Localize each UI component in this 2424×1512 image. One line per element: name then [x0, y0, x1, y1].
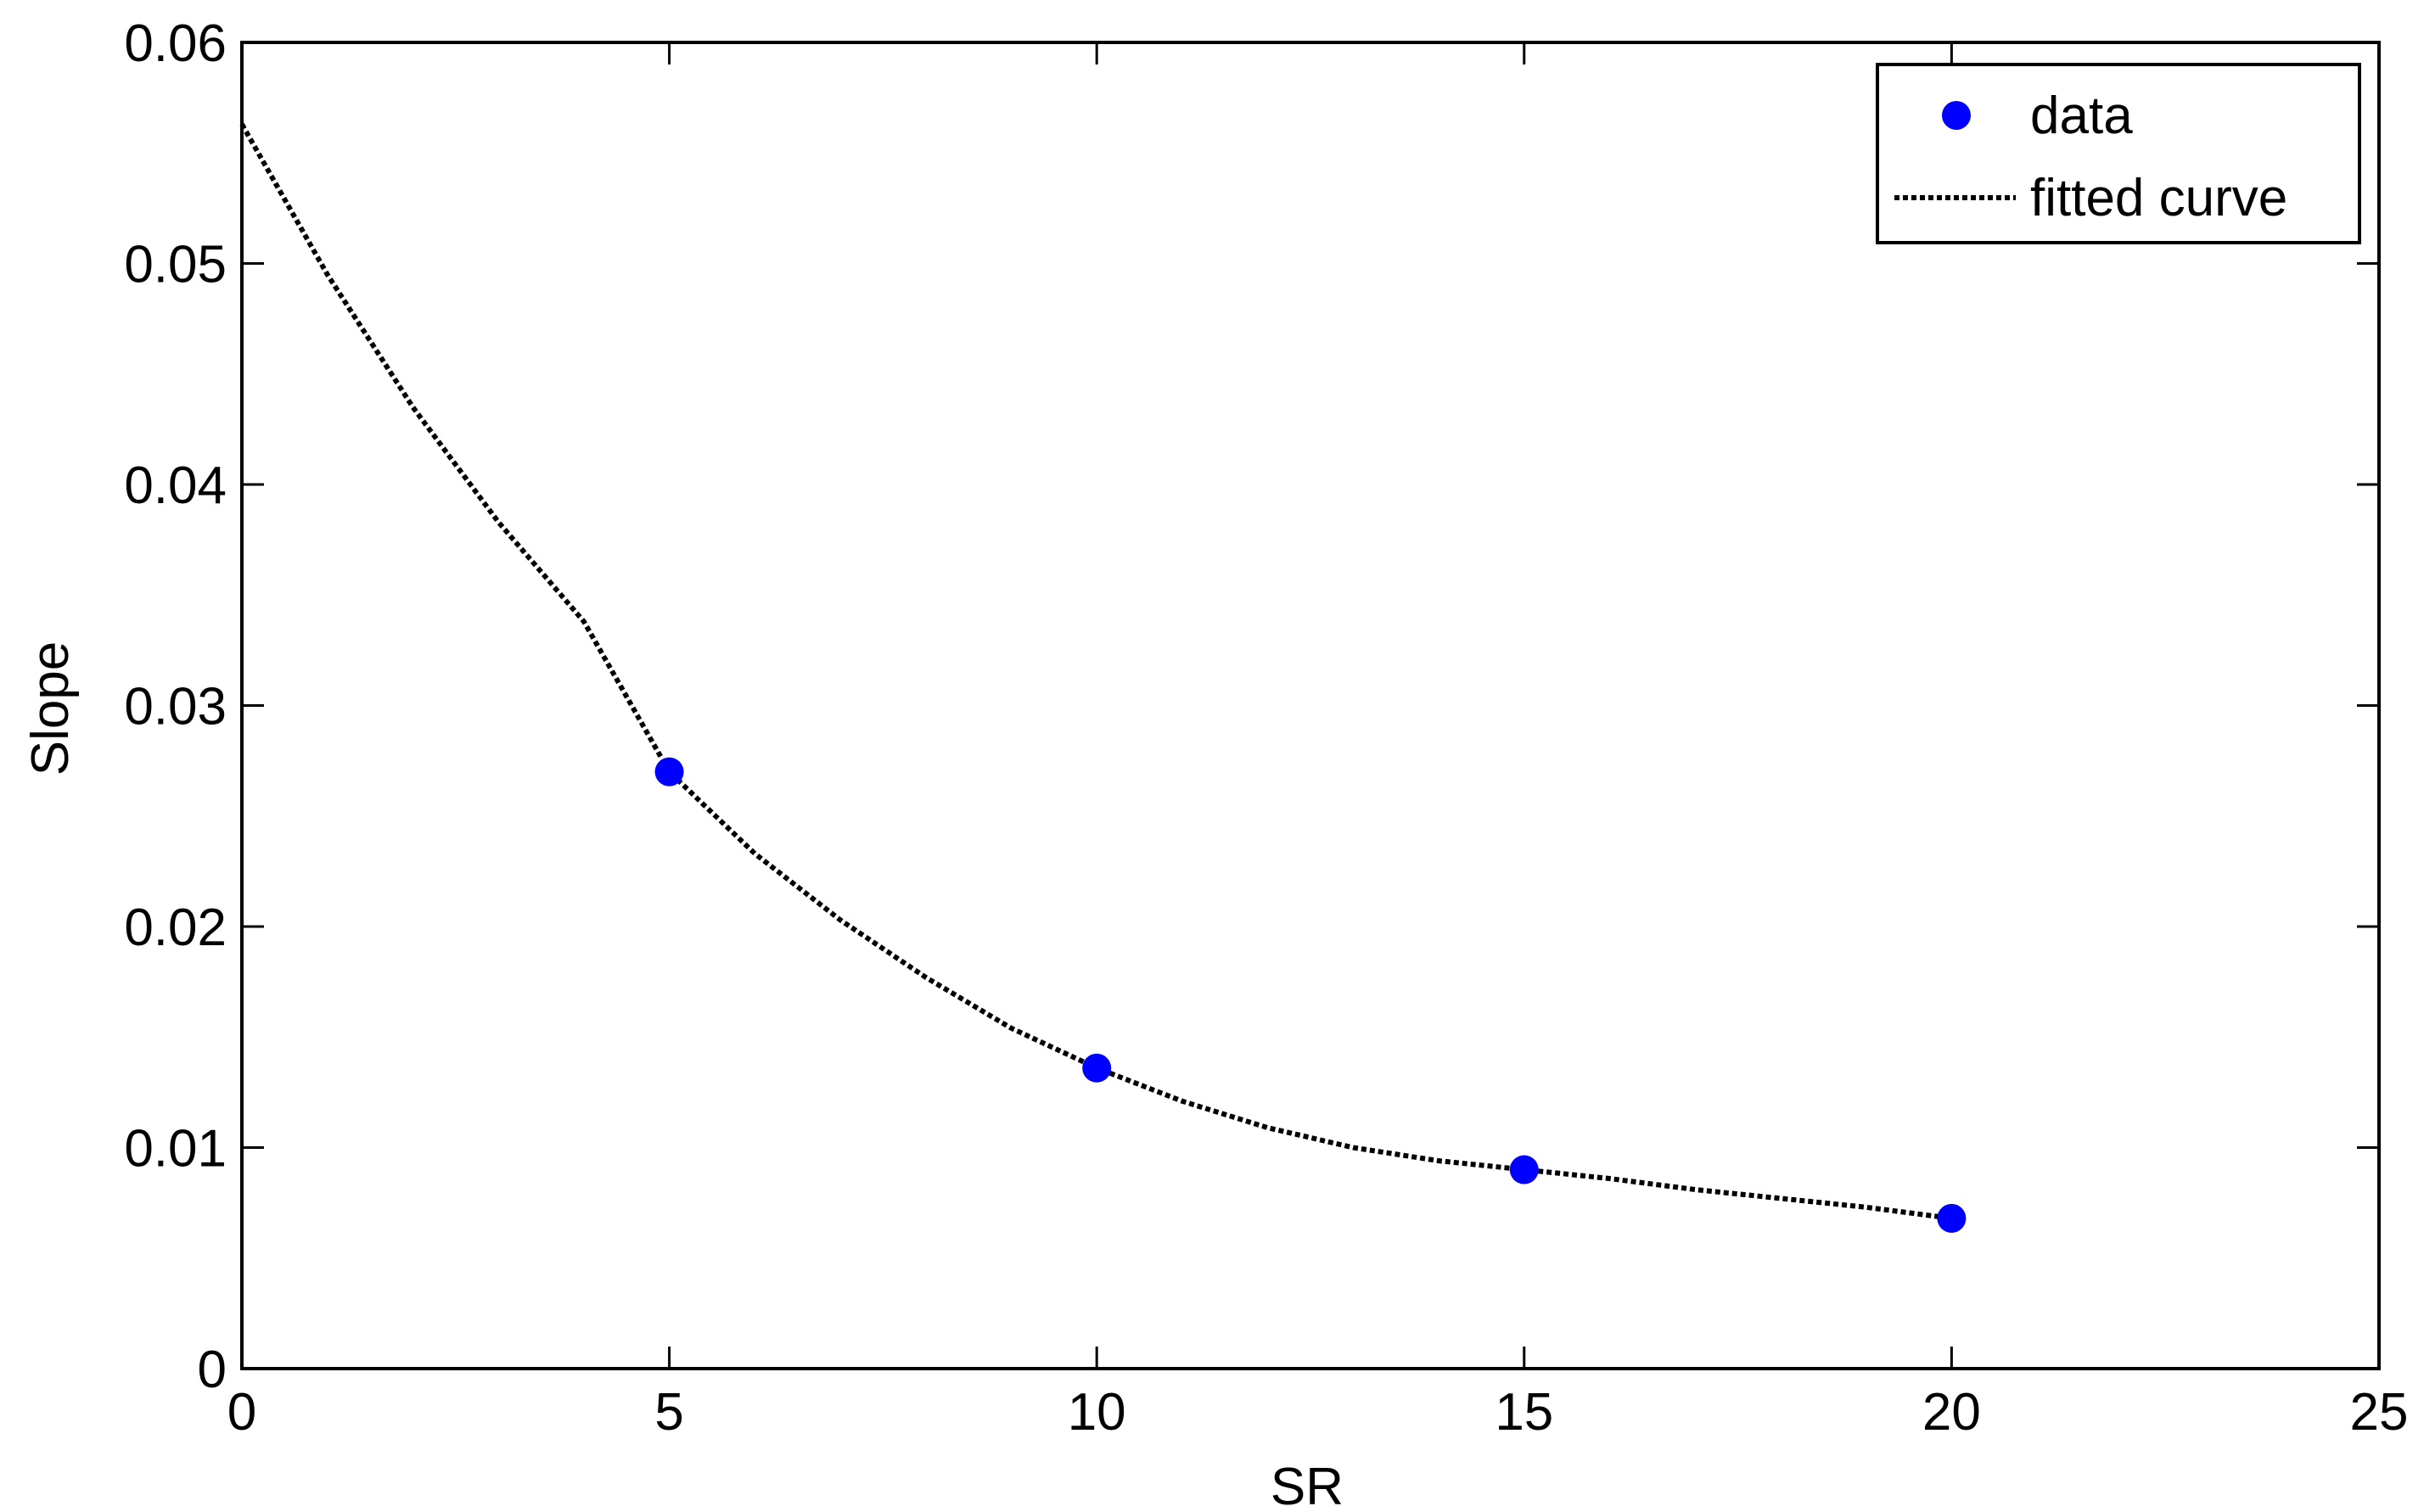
x-axis-label: SR [1271, 1458, 1344, 1512]
y-tick-label: 0.01 [124, 1120, 227, 1179]
y-axis-label: Slope [21, 641, 80, 776]
axis-labels-layer: SR Slope [21, 641, 1344, 1512]
y-tick-label: 0.06 [124, 14, 227, 73]
data-points-layer [654, 757, 1967, 1233]
y-tick-label: 0.02 [124, 899, 227, 957]
legend-box [1876, 63, 2361, 244]
data-point [1082, 1053, 1112, 1083]
x-tick-label: 5 [654, 1383, 683, 1442]
x-tick-label: 10 [1068, 1383, 1126, 1442]
legend-data-marker [1942, 101, 1971, 130]
y-tick-label: 0.03 [124, 678, 227, 736]
y-tick-label: 0.05 [124, 236, 227, 294]
axes-layer: 0 5 10 15 20 25 0 0.01 0.02 0.03 0.04 0.05 0.06 [124, 14, 2408, 1442]
data-point [654, 757, 684, 787]
x-tick-label: 15 [1495, 1383, 1553, 1442]
legend: data fitted curve [1876, 63, 2361, 244]
x-tick-label: 20 [1922, 1383, 1981, 1442]
legend-curve-label: fitted curve [2030, 169, 2287, 227]
data-point [1509, 1155, 1539, 1184]
x-tick-label: 25 [2350, 1383, 2409, 1442]
y-tick-label: 0.04 [124, 456, 227, 515]
data-point [1937, 1203, 1967, 1233]
y-tick-label: 0 [198, 1341, 227, 1399]
legend-data-label: data [2030, 87, 2133, 145]
x-tick-label: 0 [227, 1383, 256, 1442]
